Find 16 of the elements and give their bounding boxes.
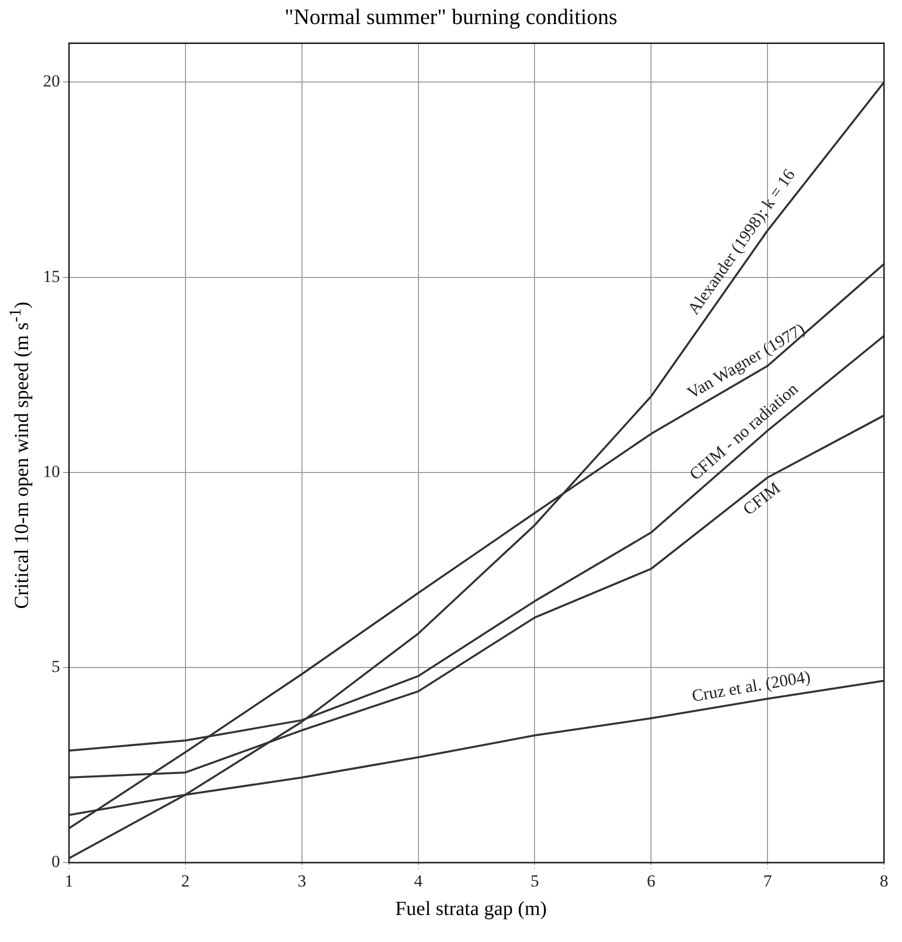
chart-title: "Normal summer" burning conditions (284, 3, 618, 31)
x-tick-label: 6 (646, 871, 656, 890)
text: Cruz et al. (2004) (690, 666, 812, 706)
x-tick-label: 7 (763, 871, 772, 890)
y-tick-label: 5 (52, 656, 60, 676)
y-tick-label: 15 (43, 266, 60, 286)
x-tick-label: 1 (64, 871, 74, 890)
x-axis-title: Fuel strata gap (m) (394, 898, 548, 921)
x-tick-label: 8 (880, 871, 888, 890)
x-tick-label: 3 (298, 871, 306, 890)
x-tick-label: 2 (181, 871, 190, 890)
x-tick-label: 4 (414, 871, 424, 890)
y-tick-label: 0 (52, 852, 60, 872)
x-tick-label: 5 (530, 871, 539, 890)
y-tick-label: 20 (43, 72, 60, 91)
y-tick-label: 10 (43, 462, 60, 481)
